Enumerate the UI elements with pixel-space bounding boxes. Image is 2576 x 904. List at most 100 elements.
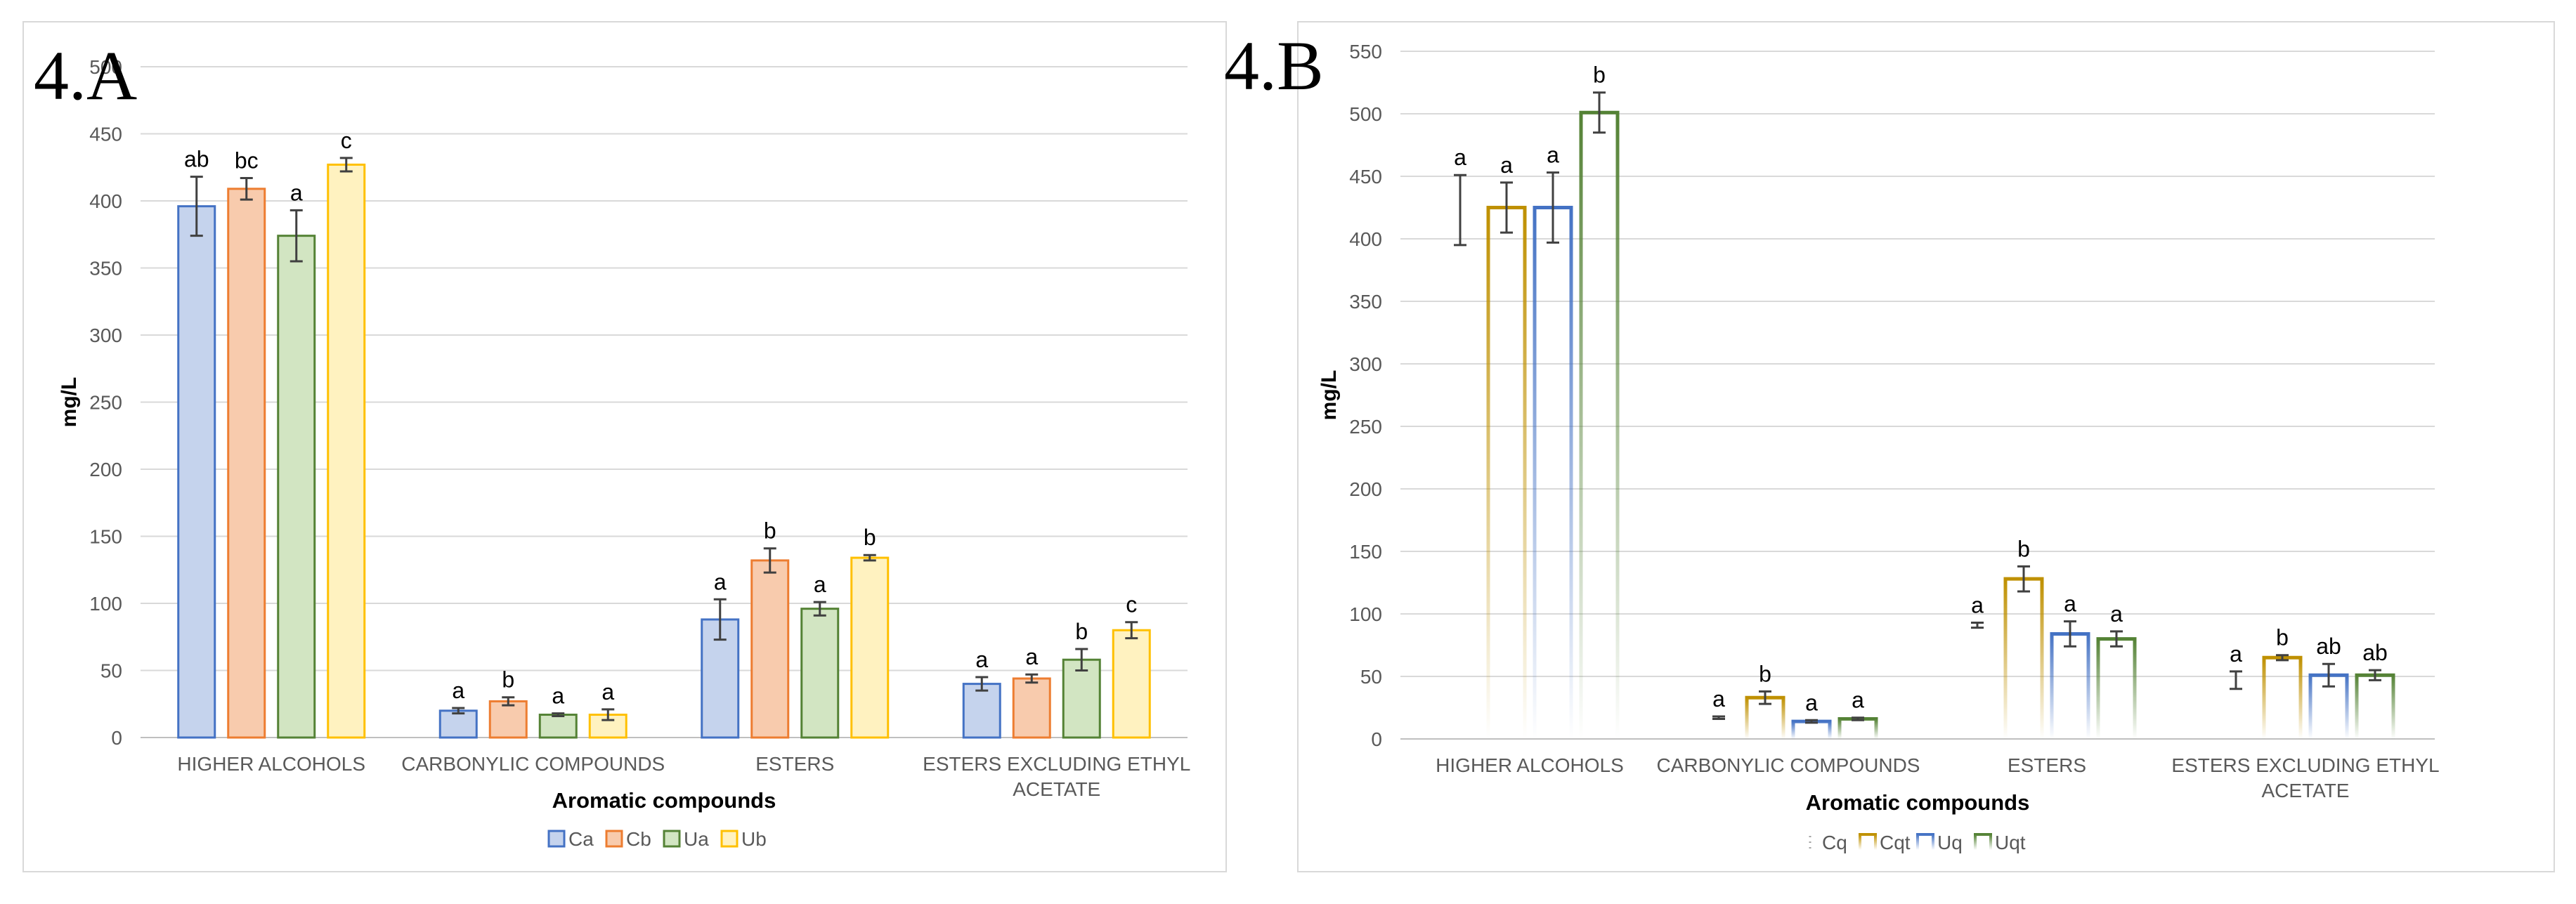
sig-label-b-uq-0: a xyxy=(1547,143,1559,168)
error-bar-b-cq-0 xyxy=(1454,173,1466,247)
sig-label-a-ua-0: a xyxy=(290,180,303,205)
sig-label-a-ua-1: a xyxy=(552,683,564,709)
chart-a: 0 50 100 150 200 250 300 350 400 450 500 mg/L HIGHER… xyxy=(58,56,1190,850)
legend-label-a-ua: Ua xyxy=(684,828,709,850)
y-tick-label-a-50: 50 xyxy=(100,660,122,682)
error-bar-b-cqt-0 xyxy=(1500,181,1513,234)
error-bar-b-uqt-3 xyxy=(2369,669,2381,681)
bar-a-ub-0 xyxy=(327,163,366,739)
x-tick-label-b-3: ACETATE xyxy=(2262,780,2350,801)
x-tick-label-a-3: ESTERS EXCLUDING ETHYL xyxy=(923,753,1190,775)
y-tick-label-b-250: 250 xyxy=(1349,416,1382,438)
y-tick-label-b-200: 200 xyxy=(1349,478,1382,500)
x-tick-label-b-0: HIGHER ALCOHOLS xyxy=(1436,754,1624,776)
y-tick-label-a-500: 500 xyxy=(89,56,122,78)
y-tick-label-a-100: 100 xyxy=(89,593,122,615)
error-bar-b-uqt-0 xyxy=(1593,91,1606,134)
sig-label-a-ca-2: a xyxy=(714,569,727,594)
x-tick-label-a-1: CARBONYLIC COMPOUNDS xyxy=(401,753,665,775)
sig-label-b-uq-3: ab xyxy=(2316,634,2341,659)
y-tick-label-b-150: 150 xyxy=(1349,541,1382,563)
error-bar-b-uqt-1 xyxy=(1852,716,1864,721)
y-tick-label-b-0: 0 xyxy=(1371,728,1382,750)
y-tick-label-b-300: 300 xyxy=(1349,353,1382,375)
x-tick-label-a-0: HIGHER ALCOHOLS xyxy=(177,753,365,775)
bar-b-cqt-3 xyxy=(2262,655,2303,739)
y-tick-label-a-300: 300 xyxy=(89,325,122,346)
sig-label-b-uqt-1: a xyxy=(1852,688,1864,713)
error-bar-a-cb-2 xyxy=(763,547,776,574)
bar-b-uq-2 xyxy=(2050,631,2090,739)
sig-label-a-ca-1: a xyxy=(452,678,464,703)
y-tick-label-a-400: 400 xyxy=(89,190,122,212)
error-bar-a-ca-3 xyxy=(975,676,989,692)
sig-label-a-ca-3: a xyxy=(975,647,988,672)
legend-swatch-a-ca xyxy=(547,830,566,848)
panel-b-tag: 4.B xyxy=(1224,27,1324,105)
error-bar-b-uq-1 xyxy=(1805,719,1818,724)
y-axis-title-b: mg/L xyxy=(1318,370,1341,421)
sig-label-b-cqt-1: b xyxy=(1759,661,1771,686)
legend-label-a-ub: Ub xyxy=(741,828,767,850)
error-bar-b-uqt-2 xyxy=(2110,630,2123,648)
error-bar-a-cb-0 xyxy=(240,177,253,201)
error-bar-a-ub-3 xyxy=(1125,621,1138,640)
sig-label-b-cq-3: a xyxy=(2230,641,2242,667)
y-tick-label-b-500: 500 xyxy=(1349,103,1382,125)
y-tick-label-a-0: 0 xyxy=(111,727,122,749)
panel-a-tag: 4.A xyxy=(34,37,138,114)
y-tick-label-b-350: 350 xyxy=(1349,291,1382,313)
sig-label-b-cq-1: a xyxy=(1712,686,1725,712)
y-tick-label-a-150: 150 xyxy=(89,526,122,548)
y-tick-label-a-350: 350 xyxy=(89,258,122,280)
x-tick-label-b-1: CARBONYLIC COMPOUNDS xyxy=(1657,754,1920,776)
sig-label-a-ua-2: a xyxy=(814,572,826,597)
error-bar-b-cq-3 xyxy=(2230,670,2242,690)
x-tick-label-b-2: ESTERS xyxy=(2008,754,2086,776)
bar-a-cb-3 xyxy=(1012,677,1051,739)
legend-swatch-b-uq xyxy=(1916,833,1934,850)
bar-a-ca-0 xyxy=(177,205,216,739)
legend-label-b-uqt: Uqt xyxy=(1995,832,2026,853)
error-bar-a-ua-2 xyxy=(813,601,826,617)
chart-b: 0 50 100 150 200 250 300 350 400 450 500 550 mg/L HIG… xyxy=(1318,41,2440,853)
sig-label-b-uqt-0: b xyxy=(1593,63,1606,88)
bar-b-uq-0 xyxy=(1533,206,1573,739)
legend-swatch-b-cqt xyxy=(1859,833,1877,850)
error-bar-a-ca-2 xyxy=(713,598,727,641)
sig-label-a-ua-3: b xyxy=(1075,619,1088,644)
sig-label-a-ca-0: ab xyxy=(184,147,209,172)
bar-b-uq-1 xyxy=(1791,719,1832,739)
legend-label-b-cqt: Cqt xyxy=(1880,832,1911,853)
x-tick-label-a-2: ESTERS xyxy=(755,753,834,775)
bar-b-uqt-2 xyxy=(2096,637,2137,739)
bar-b-uqt-3 xyxy=(2355,673,2395,739)
error-bar-b-cqt-3 xyxy=(2276,654,2289,662)
y-tick-label-b-100: 100 xyxy=(1349,603,1382,625)
bar-a-cb-0 xyxy=(227,188,266,739)
error-bar-a-ca-0 xyxy=(190,176,203,237)
y-tick-label-a-250: 250 xyxy=(89,392,122,414)
y-tick-label-a-200: 200 xyxy=(89,459,122,480)
sig-label-a-ub-1: a xyxy=(601,679,614,705)
error-bar-b-cqt-1 xyxy=(1759,690,1771,705)
bar-b-cqt-2 xyxy=(2003,577,2044,739)
legend-swatch-a-ub xyxy=(720,830,739,848)
error-bar-b-uq-2 xyxy=(2064,620,2076,648)
legend-label-a-cb: Cb xyxy=(626,828,651,850)
error-bar-a-ca-1 xyxy=(452,707,465,715)
sig-label-b-cq-2: a xyxy=(1971,592,1984,617)
legend-label-b-cq: Cq xyxy=(1822,832,1847,853)
error-bar-b-cqt-2 xyxy=(2017,565,2030,593)
sig-label-b-uq-1: a xyxy=(1805,690,1818,715)
sig-label-b-uqt-2: a xyxy=(2110,601,2123,627)
sig-label-b-cqt-3: b xyxy=(2276,625,2289,650)
sig-label-a-ub-0: c xyxy=(341,128,352,153)
legend-label-a-ca: Ca xyxy=(568,828,594,850)
sig-label-a-ub-2: b xyxy=(864,525,876,550)
bar-a-ua-1 xyxy=(538,714,578,739)
error-bar-b-cq-1 xyxy=(1712,715,1725,721)
y-tick-label-b-400: 400 xyxy=(1349,228,1382,250)
legend-swatch-a-cb xyxy=(605,830,623,848)
